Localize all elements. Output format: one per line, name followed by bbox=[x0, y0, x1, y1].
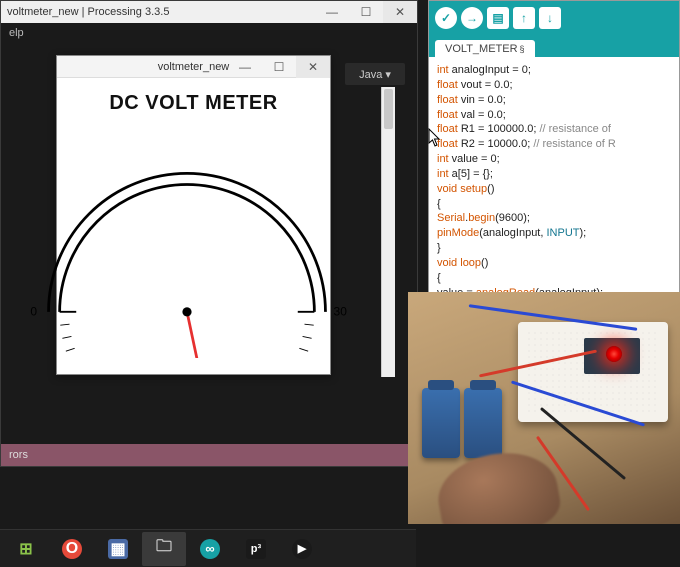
minimize-button[interactable]: — bbox=[315, 1, 349, 23]
taskbar-item-arduino[interactable]: ∞ bbox=[188, 532, 232, 566]
upload-button[interactable]: → bbox=[461, 7, 483, 29]
code-line: pinMode(analogInput, INPUT); bbox=[437, 226, 671, 241]
start-icon: ⊞ bbox=[16, 539, 36, 559]
power-led bbox=[606, 346, 622, 362]
maximize-button[interactable]: ☐ bbox=[349, 1, 383, 23]
voltmeter-gauge: 051015202530 bbox=[17, 118, 357, 358]
arduino-tab-label: VOLT_METER bbox=[445, 43, 518, 55]
code-line: int analogInput = 0; bbox=[437, 63, 671, 78]
code-line: float val = 0.0; bbox=[437, 108, 671, 123]
open-button[interactable]: ↑ bbox=[513, 7, 535, 29]
save-button[interactable]: ↓ bbox=[539, 7, 561, 29]
opera-icon: O bbox=[62, 539, 82, 559]
processing-window: voltmeter_new | Processing 3.3.5 — ☐ ✕ e… bbox=[0, 0, 418, 467]
media-icon: ▶ bbox=[292, 539, 312, 559]
code-line: float R1 = 100000.0; // resistance of bbox=[437, 122, 671, 137]
sketch-canvas: DC VOLT METER 051015202530 bbox=[57, 78, 330, 374]
code-line: } bbox=[437, 241, 671, 256]
arduino-tabrow: VOLT_METER§ bbox=[429, 35, 679, 57]
errors-bar[interactable]: rors bbox=[1, 444, 417, 466]
processing-titlebar[interactable]: voltmeter_new | Processing 3.3.5 — ☐ ✕ bbox=[1, 1, 417, 23]
code-line: { bbox=[437, 271, 671, 286]
code-line: int a[5] = {}; bbox=[437, 167, 671, 182]
code-line: void loop() bbox=[437, 256, 671, 271]
sketch-maximize[interactable]: ☐ bbox=[262, 56, 296, 78]
calendar-icon: ▦ bbox=[108, 539, 128, 559]
taskbar-item-explorer[interactable]: 🗀 bbox=[142, 532, 186, 566]
sketch-title: voltmeter_new bbox=[158, 61, 230, 73]
sketch-close[interactable]: ✕ bbox=[296, 56, 330, 78]
arduino-tab[interactable]: VOLT_METER§ bbox=[435, 40, 535, 57]
processing-menubar[interactable]: elp bbox=[1, 23, 417, 43]
battery-2 bbox=[464, 388, 502, 458]
code-line: { bbox=[437, 197, 671, 212]
code-line: void setup() bbox=[437, 182, 671, 197]
code-line: int value = 0; bbox=[437, 152, 671, 167]
taskbar-item-media[interactable]: ▶ bbox=[280, 532, 324, 566]
arduino-window: ✓ → ▤ ↑ ↓ VOLT_METER§ int analogInput = … bbox=[428, 0, 680, 294]
taskbar-item-start[interactable]: ⊞ bbox=[4, 532, 48, 566]
errors-label: rors bbox=[9, 449, 28, 461]
svg-text:0: 0 bbox=[30, 305, 37, 319]
java-mode-dropdown[interactable]: Java ▾ bbox=[345, 63, 405, 85]
explorer-icon: 🗀 bbox=[154, 539, 174, 559]
webcam-photo bbox=[408, 292, 680, 524]
meter-title: DC VOLT METER bbox=[69, 92, 318, 115]
verify-button[interactable]: ✓ bbox=[435, 7, 457, 29]
processing-scrollbar[interactable] bbox=[381, 87, 395, 377]
scrollbar-thumb[interactable] bbox=[384, 89, 393, 129]
taskbar-item-opera[interactable]: O bbox=[50, 532, 94, 566]
menu-help[interactable]: elp bbox=[9, 27, 24, 39]
svg-text:30: 30 bbox=[334, 305, 348, 319]
code-line: Serial.begin(9600); bbox=[437, 211, 671, 226]
code-line: float vin = 0.0; bbox=[437, 93, 671, 108]
code-line: float R2 = 10000.0; // resistance of R bbox=[437, 137, 671, 152]
arduino-toolbar: ✓ → ▤ ↑ ↓ bbox=[429, 1, 679, 35]
close-button[interactable]: ✕ bbox=[383, 1, 417, 23]
arduino-icon: ∞ bbox=[200, 539, 220, 559]
sketch-minimize[interactable]: — bbox=[228, 56, 262, 78]
taskbar-item-calendar[interactable]: ▦ bbox=[96, 532, 140, 566]
sketch-window: voltmeter_new — ☐ ✕ DC VOLT METER 051015… bbox=[56, 55, 331, 375]
new-button[interactable]: ▤ bbox=[487, 7, 509, 29]
processing-title: voltmeter_new | Processing 3.3.5 bbox=[7, 6, 169, 18]
tab-modified-indicator: § bbox=[520, 44, 525, 54]
taskbar-item-processing[interactable]: p³ bbox=[234, 532, 278, 566]
taskbar: ⊞ O ▦ 🗀 ∞ p³ ▶ bbox=[0, 529, 416, 567]
sketch-titlebar[interactable]: voltmeter_new — ☐ ✕ bbox=[57, 56, 330, 78]
processing-icon: p³ bbox=[246, 539, 266, 559]
arduino-code-editor[interactable]: int analogInput = 0;float vout = 0.0;flo… bbox=[429, 57, 679, 293]
mouse-cursor bbox=[428, 128, 442, 148]
code-line: float vout = 0.0; bbox=[437, 78, 671, 93]
battery-1 bbox=[422, 388, 460, 458]
window-controls: — ☐ ✕ bbox=[315, 1, 417, 23]
